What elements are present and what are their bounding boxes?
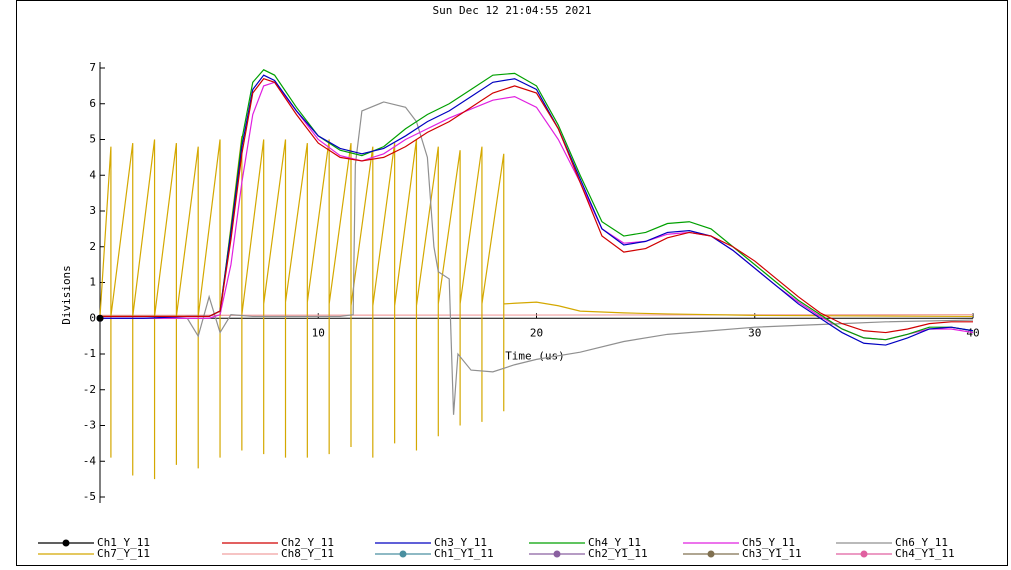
series-line (99, 135, 974, 480)
y-tick-label: -5 (83, 490, 96, 503)
x-tick-label: 20 (530, 326, 543, 339)
y-axis-label: Divisions (60, 265, 73, 325)
y-tick-label: -4 (83, 454, 97, 467)
y-tick-label: 2 (89, 240, 96, 253)
series-line (100, 81, 974, 341)
y-tick-label: 7 (89, 61, 96, 74)
frame (16, 0, 1008, 566)
legend-marker (399, 550, 407, 558)
x-tick-label: 40 (966, 326, 979, 339)
y-tick-label: 1 (89, 276, 96, 289)
legend-label: Ch8_Y_11 (281, 547, 334, 560)
legend-marker (707, 550, 715, 558)
series-line (100, 78, 973, 334)
y-tick-label: 3 (89, 204, 96, 217)
x-axis-label: Time (us) (505, 349, 565, 362)
legend-marker (553, 550, 561, 558)
y-tick-label: -2 (83, 383, 96, 396)
y-tick-label: -3 (83, 419, 96, 432)
legend-label: Ch5_Y_11 (742, 536, 795, 549)
legend-marker (860, 550, 868, 558)
y-tick-label: 6 (89, 97, 96, 110)
legend-label: Ch7_Y_11 (97, 547, 150, 560)
x-tick-label: 10 (312, 326, 325, 339)
series-line (100, 74, 974, 346)
legend-label: Ch3_Y_11 (434, 536, 487, 549)
y-tick-label: 0 (89, 311, 96, 324)
legend-label: Ch4_Y1_11 (895, 547, 955, 560)
y-tick-label: -1 (83, 347, 96, 360)
legend-label: Ch2_Y1_11 (588, 547, 648, 560)
x-tick-label: 30 (748, 326, 761, 339)
series-line (100, 101, 974, 415)
legend-label: Ch3_Y1_11 (742, 547, 802, 560)
legend-label: Ch2_Y_11 (281, 536, 334, 549)
series-marker (96, 314, 104, 322)
legend-label: Ch1_Y_11 (97, 536, 150, 549)
y-tick-label: 4 (89, 168, 96, 181)
chart-title: Sun Dec 12 21:04:55 2021 (433, 4, 592, 17)
legend-label: Ch6_Y_11 (895, 536, 948, 549)
legend-label: Ch1_Y1_11 (434, 547, 494, 560)
legend-label: Ch4_Y_11 (588, 536, 641, 549)
legend-marker (62, 539, 70, 547)
y-tick-label: 5 (89, 133, 96, 146)
series-line (100, 69, 974, 341)
